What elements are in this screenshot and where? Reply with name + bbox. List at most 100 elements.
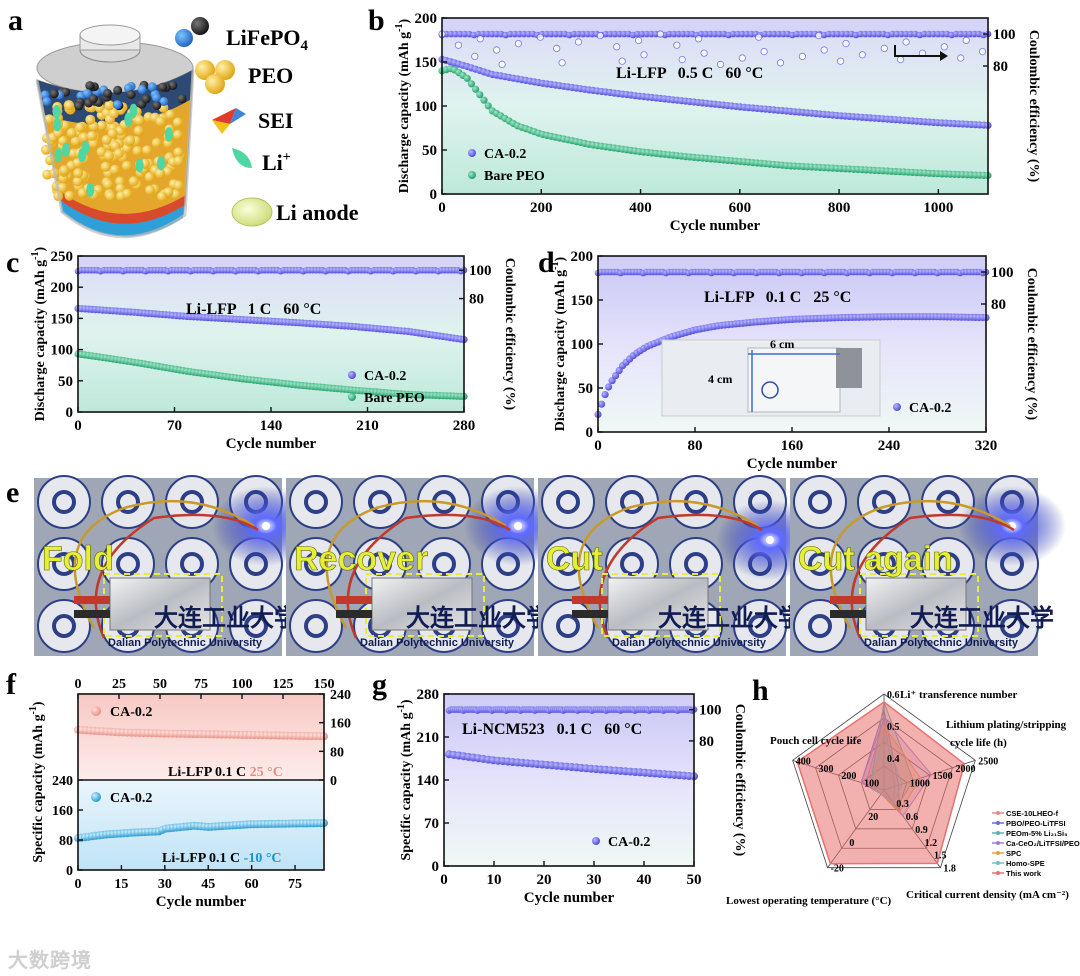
legend-marker: [592, 837, 600, 845]
battery-illustration: [35, 24, 195, 239]
legend-marker-bottom: [91, 792, 101, 802]
legend-li-anode: Li anode: [276, 200, 359, 225]
lifepo4-particle: [42, 96, 52, 106]
radar-tick-label: 2000: [955, 764, 975, 775]
university-name-cn: 大连工业大学: [406, 604, 550, 632]
peo-particle: [100, 161, 111, 172]
ce-scatter-point: [815, 31, 823, 40]
lifepo4-particle: [152, 101, 162, 110]
radar-tick-label: 0: [849, 838, 854, 849]
lifepo4-particle: [113, 85, 123, 95]
logo-glyph: [368, 490, 392, 514]
radar-axis-label-0: Li⁺ transference number: [900, 689, 1018, 701]
logo-glyph: [556, 614, 580, 638]
radar-tick-label: 1.8: [943, 864, 956, 875]
ce-point: [898, 30, 905, 38]
ce-scatter-point: [673, 41, 681, 49]
pouch-cell: [371, 577, 473, 631]
radar-tick-label: 100: [864, 779, 879, 790]
x-axis-label: Cycle number: [156, 894, 247, 910]
lifepo4-particle: [147, 82, 157, 92]
ce-point: [957, 30, 964, 38]
university-logo-icon: [37, 475, 91, 529]
radar-legend-label: SPC: [1006, 849, 1022, 858]
alligator-clip: [336, 610, 372, 618]
led-icon: [514, 522, 522, 530]
radar-legend-marker: [996, 831, 1000, 835]
y-tick-label: 200: [51, 280, 74, 296]
ce-point: [648, 30, 655, 38]
x-tick-label: 600: [729, 200, 752, 216]
radar-axis-label-2: Critical current density (mA cm⁻²): [906, 889, 1069, 901]
led-icon: [766, 536, 774, 544]
ce-scatter-point: [716, 60, 725, 69]
panel-letter-h: h: [752, 674, 769, 707]
ce-point: [547, 30, 555, 38]
ce-scatter-point: [613, 43, 621, 51]
radar-axis-label-1: Lithium plating/stripping: [946, 719, 1067, 731]
radar-tick-label: 400: [796, 756, 811, 767]
panel-a-legend: LiFePO4 PEO SEI Li+ Li anode: [175, 17, 359, 227]
radar-tick-label: 20: [868, 812, 878, 823]
radar-legend-label: This work: [1006, 869, 1042, 878]
y-axis-label: Discharge capacity (mAh g-1): [550, 256, 568, 431]
university-logo-icon: [541, 475, 595, 529]
li-ion-particle: [129, 103, 138, 118]
university-caption: Dalian Polytechnic University: [864, 637, 1019, 649]
ce-point: [456, 30, 464, 38]
radar-tick-label: 1.2: [925, 838, 938, 849]
series-point-1: [467, 80, 475, 88]
legend-label: CA-0.2: [909, 401, 951, 416]
peo-particle: [104, 100, 115, 111]
peo-particle: [132, 145, 143, 156]
pouch-tab: [836, 348, 862, 388]
logo-glyph: [496, 614, 520, 638]
peo-particle: [96, 146, 107, 157]
lifepo4-particle: [49, 89, 59, 99]
y2-tick-label: 100: [699, 703, 722, 719]
x-tick-label: 200: [530, 200, 553, 216]
ce-point: [557, 30, 564, 38]
ce-point: [930, 30, 937, 38]
ce-scatter-point: [596, 31, 604, 40]
ce-point: [511, 30, 519, 38]
ce-scatter-point: [978, 47, 987, 56]
university-logo-icon: [481, 599, 535, 653]
ce-point: [793, 30, 801, 38]
ce-scatter-point: [640, 51, 648, 59]
y-tick-label-right: 0: [330, 774, 337, 789]
lifepo4-particle: [126, 90, 136, 99]
ce-scatter-point: [454, 41, 462, 49]
ce-point: [611, 30, 619, 38]
peo-particle: [64, 100, 75, 111]
wire: [73, 499, 255, 629]
x-tick-label: 140: [260, 418, 283, 434]
legend-marker: [348, 393, 356, 401]
x-tick-label: 30: [587, 872, 602, 888]
ce-axis-arrowhead: [940, 51, 948, 61]
lifepo4-particle: [151, 93, 161, 103]
x-tick-label-bottom: 30: [158, 877, 172, 892]
chart-d: 0 80 160 240 320 0 50 100 150 200 100 80 Cycle numbe…: [550, 249, 1039, 472]
radar-axis-label-1b: cycle life (h): [950, 737, 1007, 749]
watermark: 大数跨境: [8, 948, 92, 972]
x-tick-label: 280: [453, 418, 476, 434]
photo-2: 大连工业大学 Dalian Polytechnic University Cut: [538, 475, 824, 656]
radar-tick-label: -20: [831, 864, 844, 875]
wire: [325, 499, 507, 629]
li-anode-icon: [231, 197, 273, 227]
ce-axis-arrow: [894, 45, 940, 57]
chart-annotation: Li-NCM523 0.1 C 60 °C: [462, 721, 642, 738]
series-point-0: [605, 383, 613, 391]
li-ion-particle: [53, 117, 62, 132]
radar-grid: [792, 693, 976, 869]
x-tick-label: 0: [440, 872, 448, 888]
ce-point: [834, 30, 842, 38]
y-tick-label: 100: [51, 343, 74, 359]
series-point-1: [476, 91, 484, 99]
radar-tick-label: 0.6: [887, 690, 900, 701]
li-ion-particle: [81, 140, 90, 155]
peo-particle: [103, 179, 114, 190]
ce-point: [702, 30, 710, 38]
